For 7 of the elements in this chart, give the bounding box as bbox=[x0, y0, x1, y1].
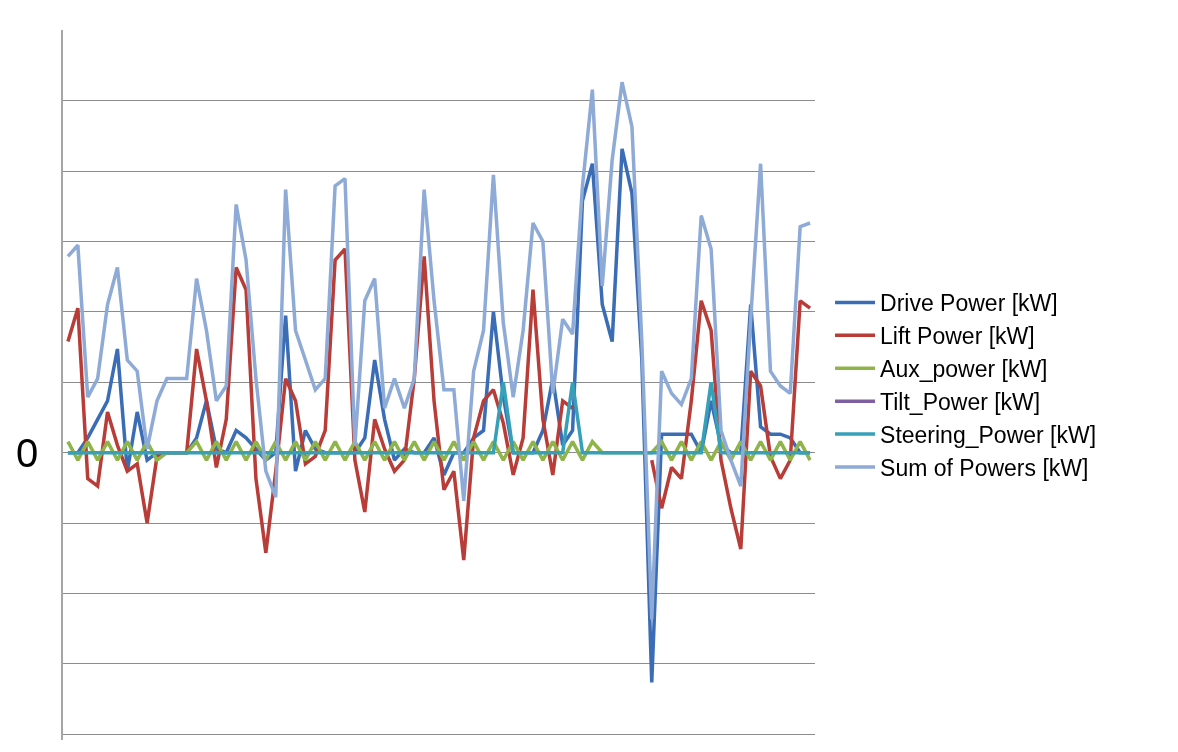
legend-label: Aux_power [kW] bbox=[880, 356, 1048, 383]
text: 0 bbox=[16, 431, 39, 475]
legend-label: Tilt_Power [kW] bbox=[880, 389, 1041, 416]
legend-label: Lift Power [kW] bbox=[880, 323, 1035, 350]
legend-label: Steering_Power [kW] bbox=[880, 422, 1097, 449]
legend-label: Sum of Powers [kW] bbox=[880, 454, 1089, 481]
legend-label: Drive Power [kW] bbox=[880, 290, 1058, 317]
